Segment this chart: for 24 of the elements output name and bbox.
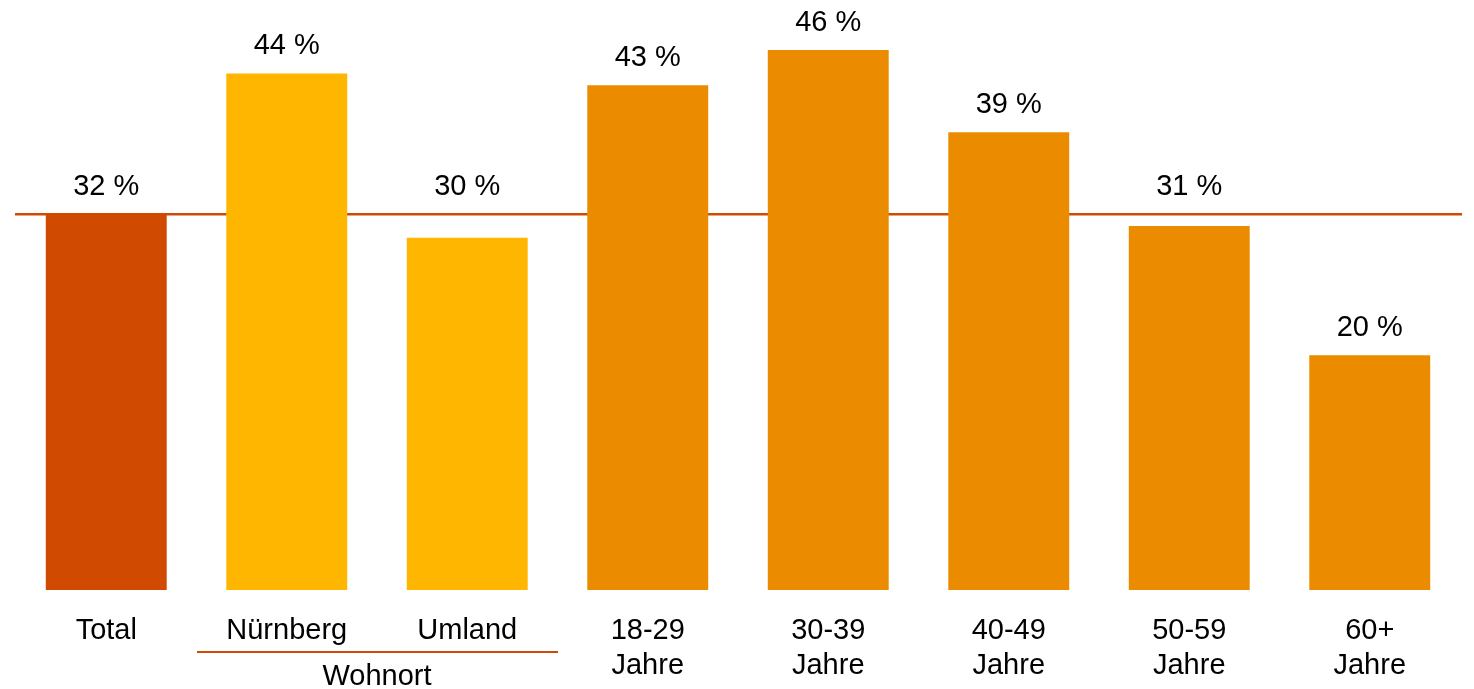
data-label: 39 % — [975, 87, 1042, 120]
x-tick-label: 50-59 Jahre — [1152, 613, 1227, 681]
bar — [948, 132, 1070, 590]
text: Wohnort — [321, 659, 433, 689]
x-tick-label: 40-49 Jahre — [971, 613, 1046, 681]
bar — [767, 49, 889, 590]
data-label: 31 % — [1156, 169, 1223, 202]
bar — [406, 237, 528, 590]
data-label: 30 % — [434, 169, 501, 202]
bar — [1309, 355, 1431, 590]
x-tick-label: Nürnberg — [226, 613, 348, 646]
data-label: 43 % — [614, 40, 681, 73]
bar — [226, 73, 348, 590]
bar — [1128, 226, 1250, 590]
data-label: 46 % — [795, 4, 862, 37]
x-tick-label: 18-29 Jahre — [610, 613, 685, 681]
x-tick-label: 30-39 Jahre — [791, 613, 866, 681]
data-label: 20 % — [1336, 310, 1403, 343]
x-tick-label: Total — [75, 613, 137, 646]
data-label: 32 % — [73, 169, 140, 202]
data-label: 44 % — [253, 28, 320, 61]
bar — [587, 85, 709, 590]
x-tick-label: 60+ Jahre — [1333, 613, 1407, 681]
x-tick-label: Umland — [417, 613, 518, 646]
